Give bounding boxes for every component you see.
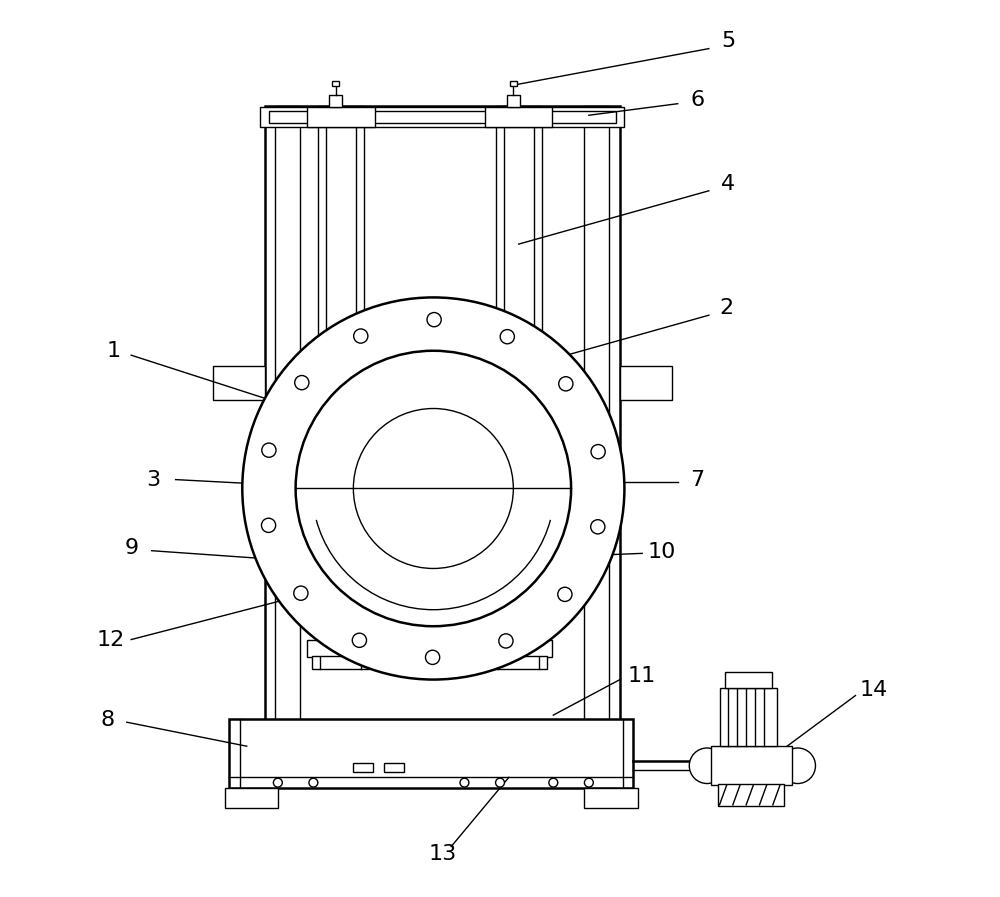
Bar <box>229 718 633 788</box>
Text: 4: 4 <box>721 174 735 194</box>
Bar <box>725 673 772 688</box>
Text: 11: 11 <box>628 666 656 686</box>
Circle shape <box>353 408 513 569</box>
Circle shape <box>273 779 282 787</box>
Text: 13: 13 <box>428 844 456 864</box>
Circle shape <box>296 351 571 626</box>
Circle shape <box>425 650 440 665</box>
Bar <box>720 688 777 746</box>
Circle shape <box>559 377 573 391</box>
Text: 2: 2 <box>720 298 734 318</box>
Bar <box>490 657 547 669</box>
Bar <box>332 82 339 86</box>
Text: 9: 9 <box>124 538 138 558</box>
Circle shape <box>460 779 469 787</box>
Bar <box>318 107 364 640</box>
Bar <box>312 657 369 669</box>
Circle shape <box>354 329 368 344</box>
Circle shape <box>549 779 558 787</box>
Bar <box>510 82 517 86</box>
Circle shape <box>689 748 725 783</box>
Text: 7: 7 <box>690 471 704 491</box>
Bar <box>496 107 542 640</box>
Bar <box>213 366 265 400</box>
Bar <box>620 366 672 400</box>
Bar <box>225 788 278 807</box>
Circle shape <box>427 312 441 327</box>
Bar <box>260 108 624 126</box>
Circle shape <box>500 329 514 344</box>
Bar <box>265 107 620 719</box>
Bar <box>329 95 342 108</box>
Text: 5: 5 <box>721 31 736 51</box>
Bar <box>384 763 404 772</box>
Bar <box>584 788 638 807</box>
Circle shape <box>458 339 579 460</box>
Bar <box>711 746 792 785</box>
Circle shape <box>496 779 504 787</box>
Text: 3: 3 <box>146 470 160 490</box>
Bar <box>507 95 520 108</box>
Circle shape <box>584 779 593 787</box>
Bar <box>307 640 375 658</box>
Circle shape <box>261 518 276 533</box>
Text: 8: 8 <box>100 710 114 730</box>
Circle shape <box>262 443 276 457</box>
Bar <box>485 108 552 126</box>
Bar <box>353 763 373 772</box>
Circle shape <box>591 519 605 534</box>
Bar <box>307 108 375 126</box>
Text: 6: 6 <box>690 90 704 110</box>
Circle shape <box>499 634 513 648</box>
Text: 12: 12 <box>97 630 125 649</box>
Circle shape <box>591 445 605 458</box>
Text: 1: 1 <box>106 341 120 361</box>
Bar <box>275 107 300 719</box>
Text: 14: 14 <box>859 680 887 701</box>
Circle shape <box>558 588 572 602</box>
Circle shape <box>242 298 624 680</box>
Bar <box>269 111 616 123</box>
Bar <box>718 783 784 806</box>
Circle shape <box>309 779 318 787</box>
Text: 10: 10 <box>648 542 676 562</box>
Bar <box>485 640 552 658</box>
Bar <box>584 107 609 719</box>
Circle shape <box>294 586 308 600</box>
Circle shape <box>780 748 815 783</box>
Circle shape <box>352 633 367 648</box>
Circle shape <box>280 339 401 460</box>
Circle shape <box>295 376 309 389</box>
